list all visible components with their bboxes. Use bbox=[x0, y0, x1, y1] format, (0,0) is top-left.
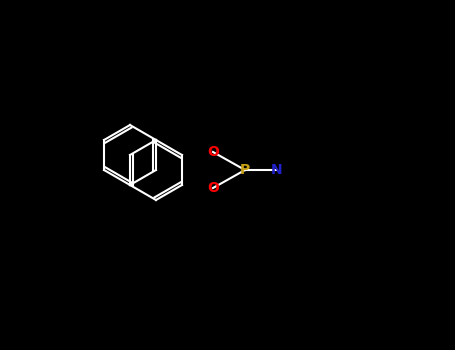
Text: N: N bbox=[271, 163, 283, 177]
Text: O: O bbox=[207, 145, 219, 159]
Text: O: O bbox=[207, 181, 219, 195]
Text: P: P bbox=[240, 163, 250, 177]
